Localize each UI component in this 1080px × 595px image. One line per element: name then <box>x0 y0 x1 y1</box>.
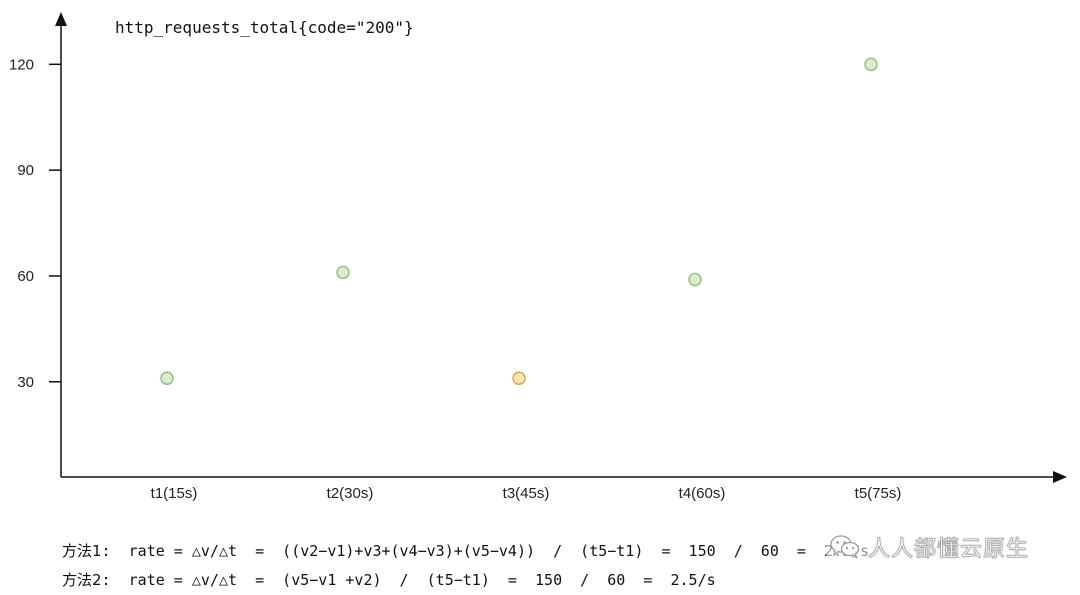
data-point <box>512 371 526 385</box>
x-tick-label: t3(45s) <box>503 485 550 502</box>
data-point <box>864 57 878 72</box>
data-point <box>160 371 174 385</box>
watermark-text: 人人都懂云原生 <box>868 537 1030 563</box>
y-ticks: 30 60 90 120 <box>9 56 61 391</box>
x-tick-label: t2(30s) <box>327 485 374 502</box>
x-axis-arrow <box>1053 471 1067 483</box>
wechat-icon <box>830 535 860 560</box>
x-tick-label: t5(75s) <box>855 485 902 502</box>
y-tick-label: 30 <box>17 374 34 391</box>
data-point <box>688 272 702 287</box>
y-tick-label: 60 <box>17 268 34 285</box>
formula-2-label: 方法2 <box>62 571 102 589</box>
formula-method-1: 方法1: rate = △v/△t = ((v2−v1)+v3+(v4−v3)+… <box>62 540 869 561</box>
formula-1-label: 方法1 <box>62 542 102 560</box>
formula-2-text: : rate = △v/△t = (v5−v1 +v2) / (t5−t1) =… <box>101 571 716 589</box>
data-points <box>160 57 878 385</box>
data-point <box>336 265 350 280</box>
y-axis-arrow <box>55 12 67 26</box>
x-tick-label: t4(60s) <box>679 485 726 502</box>
formula-method-2: 方法2: rate = △v/△t = (v5−v1 +v2) / (t5−t1… <box>62 569 716 590</box>
y-tick-label: 90 <box>17 162 34 179</box>
x-ticks: t1(15s) t2(30s) t3(45s) t4(60s) t5(75s) <box>151 485 902 502</box>
chart-title: http_requests_total{code="200"} <box>115 18 414 37</box>
formula-1-text: : rate = △v/△t = ((v2−v1)+v3+(v4−v3)+(v5… <box>101 542 870 560</box>
x-tick-label: t1(15s) <box>151 485 198 502</box>
y-tick-label: 120 <box>9 56 34 73</box>
watermark: 人人都懂云原生 <box>826 533 1034 563</box>
